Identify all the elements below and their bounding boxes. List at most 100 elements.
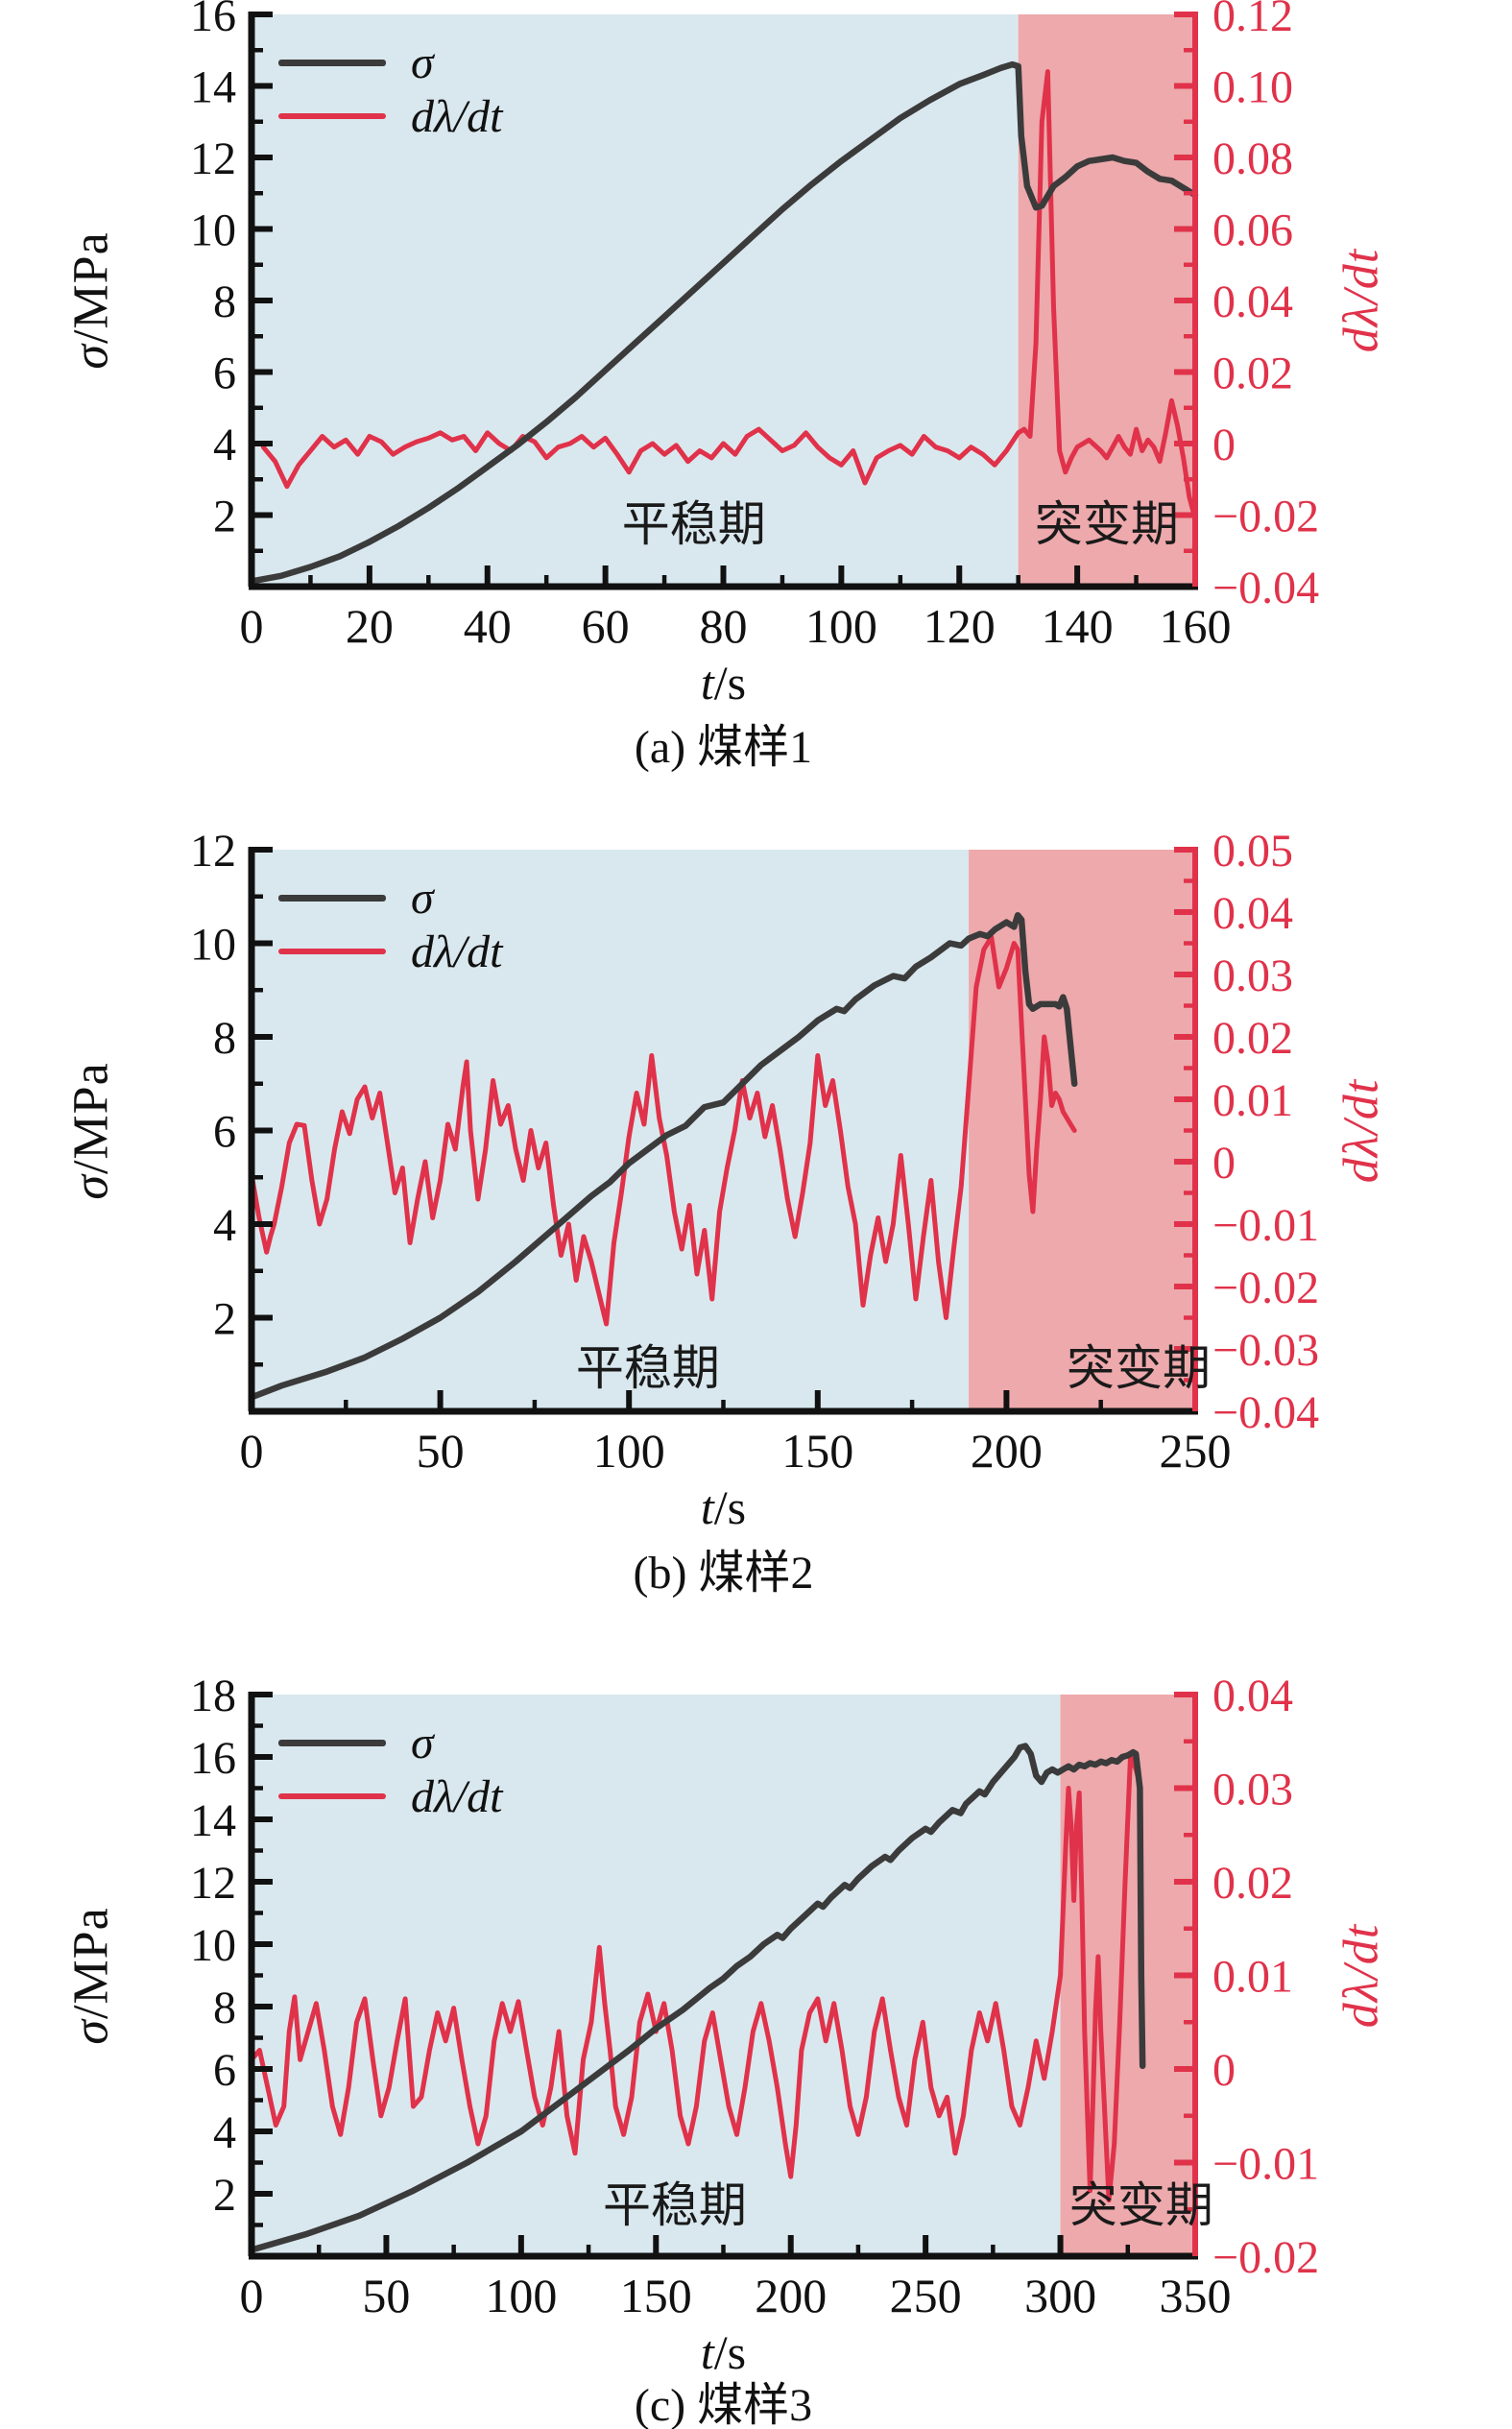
svg-text:−0.02: −0.02 bbox=[1212, 1263, 1319, 1313]
svg-text:20: 20 bbox=[346, 599, 394, 653]
svg-text:50: 50 bbox=[362, 2269, 410, 2322]
region-label-sudden: 突变期 bbox=[1034, 497, 1179, 552]
svg-text:0.04: 0.04 bbox=[1212, 1671, 1293, 1721]
chart-caption: (b) 煤样2 bbox=[633, 1548, 814, 1599]
left-axis-title: σ/MPa bbox=[63, 1907, 120, 2044]
svg-text:200: 200 bbox=[755, 2269, 827, 2322]
time-unit: /s bbox=[713, 2325, 747, 2379]
svg-text:0: 0 bbox=[240, 1424, 264, 1478]
sigma-line-swatch-icon bbox=[278, 1739, 386, 1746]
left-axis-title: σ/MPa bbox=[63, 1062, 120, 1199]
legend-item-dldt: dλ/dt bbox=[278, 90, 502, 143]
svg-text:16: 16 bbox=[190, 1733, 236, 1784]
svg-text:140: 140 bbox=[1042, 599, 1114, 653]
sigma-symbol: σ bbox=[63, 344, 119, 370]
right-axis-title: dλ/dt bbox=[1333, 1078, 1390, 1182]
legend-label-dldt: dλ/dt bbox=[411, 90, 503, 142]
legend-item-dldt: dλ/dt bbox=[278, 926, 502, 978]
region-label-sudden: 突变期 bbox=[1067, 1341, 1212, 1396]
sigma-unit: /MPa bbox=[63, 231, 119, 345]
svg-text:10: 10 bbox=[190, 1920, 236, 1971]
svg-text:0.02: 0.02 bbox=[1212, 1013, 1293, 1064]
svg-text:0: 0 bbox=[1212, 1138, 1236, 1189]
legend-label-sigma: σ bbox=[411, 36, 434, 88]
svg-text:50: 50 bbox=[417, 1424, 465, 1478]
svg-text:0.08: 0.08 bbox=[1212, 133, 1293, 184]
svg-text:0.12: 0.12 bbox=[1212, 0, 1293, 41]
x-axis-title: t/s bbox=[701, 655, 746, 710]
svg-text:150: 150 bbox=[781, 1424, 853, 1478]
time-symbol: t bbox=[700, 2325, 714, 2379]
legend-item-sigma: σ bbox=[278, 872, 502, 925]
svg-text:100: 100 bbox=[593, 1424, 665, 1478]
svg-text:0.06: 0.06 bbox=[1212, 205, 1293, 256]
svg-text:−0.03: −0.03 bbox=[1212, 1325, 1319, 1376]
svg-text:12: 12 bbox=[190, 826, 236, 877]
svg-text:−0.04: −0.04 bbox=[1212, 563, 1319, 613]
svg-text:0.02: 0.02 bbox=[1212, 1858, 1293, 1909]
svg-text:0.10: 0.10 bbox=[1212, 62, 1293, 113]
legend: σ dλ/dt bbox=[278, 1716, 502, 1823]
svg-text:200: 200 bbox=[971, 1424, 1043, 1478]
svg-text:100: 100 bbox=[805, 599, 877, 653]
svg-text:18: 18 bbox=[190, 1671, 236, 1721]
sigma-unit: /MPa bbox=[63, 1906, 119, 2019]
svg-text:0: 0 bbox=[240, 2269, 264, 2322]
legend-label-sigma: σ bbox=[411, 872, 434, 924]
svg-text:250: 250 bbox=[890, 2269, 962, 2322]
svg-text:12: 12 bbox=[190, 1858, 236, 1909]
svg-text:−0.01: −0.01 bbox=[1212, 1200, 1319, 1251]
svg-text:150: 150 bbox=[620, 2269, 692, 2322]
sigma-symbol: σ bbox=[63, 2018, 119, 2045]
legend: σ dλ/dt bbox=[278, 871, 502, 978]
x-axis-title: t/s bbox=[701, 1479, 746, 1535]
svg-text:14: 14 bbox=[190, 62, 236, 113]
time-symbol: t bbox=[700, 1480, 714, 1534]
region-label-sudden: 突变期 bbox=[1068, 2178, 1213, 2233]
svg-text:10: 10 bbox=[190, 920, 236, 971]
time-unit: /s bbox=[713, 656, 747, 709]
svg-text:8: 8 bbox=[213, 1013, 236, 1064]
sigma-line-swatch-icon bbox=[278, 894, 386, 902]
svg-text:6: 6 bbox=[213, 1107, 236, 1158]
dldt-line-swatch-icon bbox=[278, 949, 386, 954]
svg-text:2: 2 bbox=[213, 2170, 236, 2221]
svg-text:6: 6 bbox=[213, 349, 236, 399]
svg-text:−0.02: −0.02 bbox=[1212, 492, 1319, 542]
svg-text:2: 2 bbox=[213, 1294, 236, 1345]
svg-text:0.02: 0.02 bbox=[1212, 349, 1293, 399]
x-axis-title: t/s bbox=[701, 2324, 746, 2380]
svg-text:−0.02: −0.02 bbox=[1212, 2232, 1319, 2283]
legend-item-dldt: dλ/dt bbox=[278, 1770, 502, 1823]
region-label-stable: 平稳期 bbox=[602, 2178, 747, 2233]
time-symbol: t bbox=[700, 656, 714, 709]
svg-text:0.01: 0.01 bbox=[1212, 1952, 1293, 2003]
svg-text:8: 8 bbox=[213, 1983, 236, 2033]
legend: σ dλ/dt bbox=[278, 36, 502, 143]
svg-text:0.03: 0.03 bbox=[1212, 950, 1293, 1001]
svg-text:0: 0 bbox=[1212, 420, 1236, 470]
svg-text:250: 250 bbox=[1160, 1424, 1232, 1478]
right-axis-title: dλ/dt bbox=[1333, 1923, 1390, 2027]
right-axis-title: dλ/dt bbox=[1333, 249, 1390, 352]
svg-text:120: 120 bbox=[924, 599, 996, 653]
svg-text:16: 16 bbox=[190, 0, 236, 41]
sigma-unit: /MPa bbox=[63, 1061, 119, 1174]
region-label-stable: 平稳期 bbox=[621, 497, 766, 552]
sigma-symbol: σ bbox=[63, 1173, 119, 1200]
svg-text:4: 4 bbox=[213, 2107, 236, 2158]
svg-text:10: 10 bbox=[190, 205, 236, 256]
dldt-symbol: dλ/dt bbox=[1333, 1078, 1389, 1183]
svg-text:60: 60 bbox=[582, 599, 630, 653]
svg-text:8: 8 bbox=[213, 277, 236, 327]
svg-text:12: 12 bbox=[190, 133, 236, 184]
legend-label-dldt: dλ/dt bbox=[411, 926, 503, 977]
svg-text:0.01: 0.01 bbox=[1212, 1075, 1293, 1126]
legend-label-sigma: σ bbox=[411, 1717, 434, 1768]
svg-text:40: 40 bbox=[464, 599, 512, 653]
sigma-line-swatch-icon bbox=[278, 59, 386, 66]
svg-text:6: 6 bbox=[213, 2045, 236, 2096]
dldt-symbol: dλ/dt bbox=[1333, 1923, 1389, 2028]
